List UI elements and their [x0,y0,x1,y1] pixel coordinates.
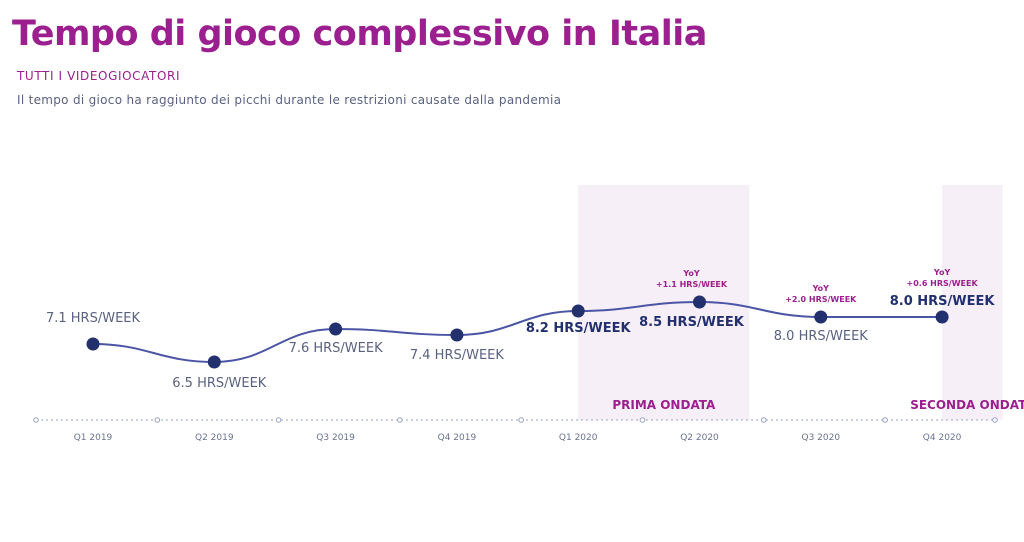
x-tick-label: Q3 2019 [316,433,355,443]
highlight-band-2 [942,185,1003,420]
data-label: 7.1 HRS/WEEK [46,311,141,326]
x-tick-label: Q2 2019 [195,433,234,443]
data-point [814,310,828,324]
page-title: Tempo di gioco complessivo in Italia [12,14,707,54]
data-point [207,355,221,369]
x-axis-marker [639,417,646,423]
yoy-annotation-label: YoY [812,284,830,293]
x-axis-marker [397,417,403,423]
data-label: 8.0 HRS/WEEK [774,329,869,344]
yoy-annotation-label: YoY [933,268,951,277]
x-axis-marker [992,417,998,423]
data-label: 8.5 HRS/WEEK [639,315,745,330]
data-point [935,310,949,324]
yoy-annotation-value: +0.6 HRS/WEEK [907,279,979,288]
data-point [571,304,585,318]
x-tick-label: Q1 2020 [559,433,598,443]
x-axis-marker [275,417,282,423]
chart-subtitle: TUTTI I VIDEOGIOCATORI [17,69,181,83]
data-point [693,295,706,309]
data-point [329,322,343,336]
band-label-2: SECONDA ONDATA [910,398,1024,412]
data-label: 7.4 HRS/WEEK [410,348,505,363]
series-line [92,300,943,364]
x-tick-label: Q4 2019 [438,433,477,443]
yoy-annotation-value: +2.0 HRS/WEEK [785,295,857,304]
x-tick-label: Q3 2020 [802,433,841,443]
x-tick-label: Q1 2019 [74,433,113,443]
x-axis-marker [518,417,525,423]
data-label: 6.5 HRS/WEEK [172,376,267,391]
x-tick-label: Q4 2020 [923,433,962,443]
data-label: 8.0 HRS/WEEK [890,294,996,309]
x-axis-marker [882,417,888,423]
yoy-annotation-value: +1.1 HRS/WEEK [656,280,728,289]
data-label: 7.6 HRS/WEEK [289,341,384,356]
data-label: 8.2 HRS/WEEK [526,321,632,336]
x-tick-label: Q2 2020 [680,433,719,443]
data-point [86,337,100,351]
yoy-annotation-label: YoY [682,269,700,278]
data-point [450,328,464,342]
band-label-1: PRIMA ONDATA [612,398,716,412]
chart-description: Il tempo di gioco ha raggiunto dei picch… [17,93,562,107]
x-axis-marker [154,417,161,423]
x-axis-marker [33,417,39,423]
x-axis-marker [761,417,767,423]
